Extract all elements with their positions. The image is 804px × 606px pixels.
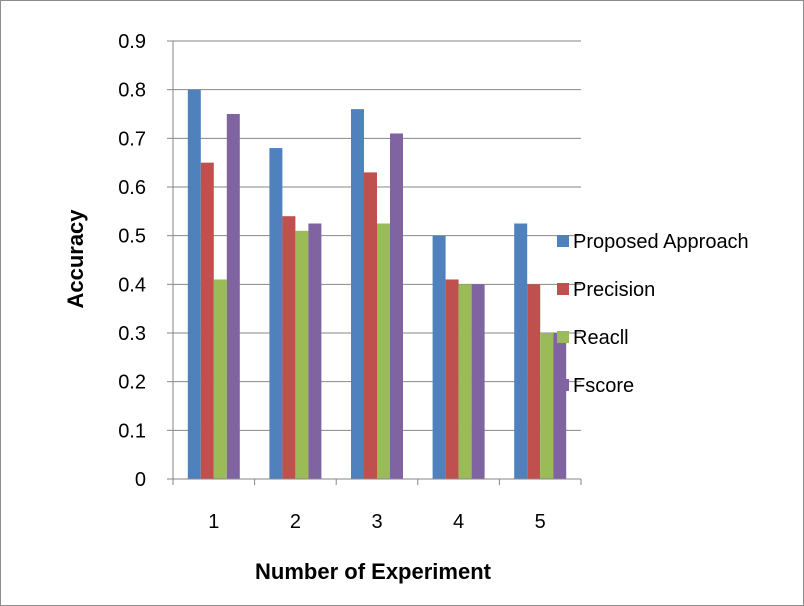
- bar: [295, 230, 309, 479]
- legend-label: Reacll: [573, 327, 629, 349]
- bar: [282, 216, 296, 479]
- legend-label: Proposed Approach: [573, 231, 749, 253]
- bar: [514, 223, 528, 479]
- bar: [458, 284, 472, 479]
- legend: Proposed Approach Precision Reacll Fscore: [557, 231, 749, 397]
- y-tick-label: 0.3: [118, 323, 146, 345]
- legend-swatch: [557, 379, 569, 391]
- bar: [540, 333, 554, 479]
- legend-swatch: [557, 235, 569, 247]
- bar: [445, 279, 459, 479]
- y-tick-label: 0.5: [118, 226, 146, 248]
- x-axis-title: Number of Experiment: [255, 559, 492, 584]
- bar: [213, 279, 227, 479]
- y-tick-label: 0.8: [118, 80, 146, 102]
- bar: [527, 284, 541, 479]
- bar: [308, 223, 322, 479]
- y-tick-label: 0: [135, 469, 146, 491]
- legend-swatch: [557, 283, 569, 295]
- bar: [269, 148, 283, 480]
- x-tick-label: 3: [371, 511, 382, 533]
- y-tick-label: 0.9: [118, 31, 146, 53]
- y-axis-title: Accuracy: [63, 209, 88, 309]
- bar: [351, 109, 364, 479]
- x-tick-label: 2: [290, 511, 301, 533]
- bar: [390, 133, 403, 479]
- y-tick-labels: 0 0.1 0.2 0.3 0.4 0.5 0.6 0.7 0.8 0.9: [118, 31, 146, 491]
- axes: [167, 40, 582, 485]
- bar: [553, 333, 567, 479]
- bar: [226, 114, 240, 479]
- legend-label: Precision: [573, 279, 655, 301]
- x-tick-label: 5: [535, 511, 546, 533]
- legend-swatch: [557, 331, 569, 343]
- bar: [432, 235, 446, 479]
- bars: [187, 89, 567, 480]
- bar: [364, 172, 377, 479]
- bar: [187, 89, 201, 480]
- x-tick-labels: 1 2 3 4 5: [208, 511, 546, 533]
- x-tick-label: 1: [208, 511, 219, 533]
- x-tick-label: 4: [453, 511, 464, 533]
- y-tick-label: 0.2: [118, 372, 146, 394]
- y-tick-label: 0.7: [118, 128, 146, 150]
- y-tick-label: 0.1: [118, 420, 146, 442]
- y-tick-label: 0.4: [118, 274, 146, 296]
- y-tick-label: 0.6: [118, 177, 146, 199]
- bar: [471, 284, 485, 479]
- legend-label: Fscore: [573, 375, 634, 397]
- bar: [377, 223, 390, 479]
- bar: [200, 162, 214, 479]
